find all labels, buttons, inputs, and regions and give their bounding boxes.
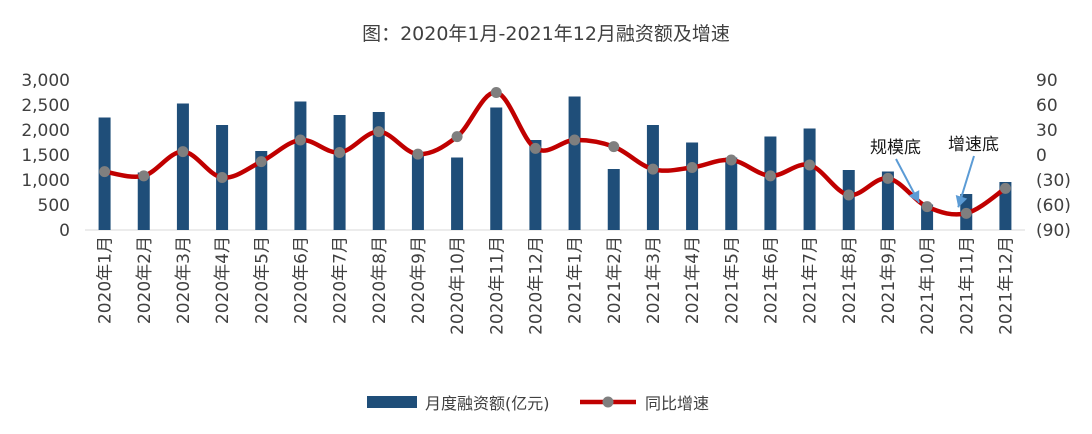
x-axis: 2020年1月 2020年2月 2020年3月 2020年4月 2020年5月 2020年… bbox=[96, 236, 1017, 335]
bar-series bbox=[98, 96, 1012, 230]
x-tick-label: 2021年6月 bbox=[761, 236, 781, 324]
bar bbox=[764, 136, 777, 230]
x-tick-label: 2020年11月 bbox=[487, 236, 507, 335]
legend: 月度融资额(亿元) 同比增速 bbox=[367, 394, 709, 413]
x-tick-label: 2021年11月 bbox=[957, 236, 977, 335]
x-tick-label: 2021年4月 bbox=[683, 236, 703, 324]
line-point bbox=[412, 148, 424, 160]
right-axis: (90) (60) (30) 0 30 60 90 bbox=[1036, 71, 1071, 241]
x-tick-label: 2021年7月 bbox=[801, 236, 821, 324]
line-point bbox=[216, 172, 228, 183]
x-tick-label: 2020年5月 bbox=[252, 236, 272, 324]
x-tick-label: 2020年6月 bbox=[291, 236, 311, 324]
x-tick-label: 2020年1月 bbox=[96, 236, 116, 324]
annotation-label: 规模底 bbox=[870, 138, 921, 158]
x-tick-label: 2020年2月 bbox=[135, 236, 155, 324]
x-tick-label: 2021年8月 bbox=[840, 236, 860, 324]
legend-line-label: 同比增速 bbox=[645, 394, 709, 413]
left-tick-label: 1,500 bbox=[21, 146, 70, 166]
annotation-arrowhead bbox=[908, 190, 920, 203]
line-point bbox=[294, 134, 306, 146]
x-tick-label: 2021年1月 bbox=[566, 236, 586, 324]
chart-title: 图：2020年1月-2021年12月融资额及增速 bbox=[362, 23, 730, 45]
bar bbox=[176, 103, 189, 230]
x-tick-label: 2021年12月 bbox=[996, 236, 1016, 335]
line-point bbox=[138, 170, 150, 182]
line-point bbox=[334, 147, 346, 158]
left-tick-label: 2,500 bbox=[21, 96, 70, 116]
bar bbox=[725, 157, 738, 230]
line-point bbox=[960, 207, 972, 219]
line-point bbox=[686, 162, 698, 173]
line-point bbox=[451, 131, 463, 143]
bar bbox=[881, 171, 894, 230]
line-point bbox=[843, 189, 855, 201]
bar bbox=[999, 182, 1012, 230]
line-point bbox=[804, 159, 816, 171]
x-tick-label: 2020年10月 bbox=[448, 236, 468, 335]
line-point bbox=[529, 142, 541, 154]
annotation-arrowhead bbox=[955, 195, 968, 208]
x-tick-label: 2021年2月 bbox=[605, 236, 625, 324]
line-point bbox=[882, 172, 894, 184]
line-point bbox=[725, 154, 737, 166]
right-tick-label: (30) bbox=[1036, 171, 1071, 191]
left-axis: 0 500 1,000 1,500 2,000 2,500 3,000 bbox=[21, 71, 70, 241]
right-tick-label: (90) bbox=[1036, 221, 1071, 241]
left-tick-label: 1,000 bbox=[21, 171, 70, 191]
line-point bbox=[999, 182, 1011, 194]
left-tick-label: 2,000 bbox=[21, 121, 70, 141]
right-tick-label: 30 bbox=[1036, 121, 1058, 141]
right-tick-label: 60 bbox=[1036, 96, 1058, 116]
bar bbox=[137, 172, 150, 230]
bar bbox=[411, 155, 424, 230]
line-point bbox=[99, 166, 111, 178]
bar bbox=[294, 101, 307, 230]
line-point bbox=[921, 201, 933, 213]
right-tick-label: (60) bbox=[1036, 196, 1071, 216]
legend-line-marker bbox=[602, 396, 614, 408]
line-series bbox=[99, 87, 1011, 219]
x-tick-label: 2020年7月 bbox=[331, 236, 351, 324]
annotations: 规模底 增速底 bbox=[870, 135, 999, 208]
line-point bbox=[255, 156, 267, 168]
annotation-label: 增速底 bbox=[948, 135, 999, 155]
line-point bbox=[647, 163, 659, 175]
x-tick-label: 2020年3月 bbox=[174, 236, 194, 324]
bar bbox=[451, 157, 464, 230]
left-tick-label: 500 bbox=[38, 196, 70, 216]
left-tick-label: 0 bbox=[59, 221, 70, 241]
x-tick-label: 2021年3月 bbox=[644, 236, 664, 324]
x-tick-label: 2020年4月 bbox=[213, 236, 233, 324]
bar bbox=[686, 142, 699, 230]
left-tick-label: 3,000 bbox=[21, 71, 70, 91]
bar bbox=[646, 125, 659, 230]
x-tick-label: 2021年10月 bbox=[918, 236, 938, 335]
x-tick-label: 2020年8月 bbox=[370, 236, 390, 324]
bar bbox=[607, 169, 620, 230]
line-point bbox=[373, 126, 385, 138]
bar bbox=[490, 107, 503, 230]
legend-bar-label: 月度融资额(亿元) bbox=[425, 394, 550, 413]
bar bbox=[568, 96, 581, 230]
bar bbox=[803, 128, 816, 230]
right-tick-label: 90 bbox=[1036, 71, 1058, 91]
x-tick-label: 2021年9月 bbox=[879, 236, 899, 324]
bar bbox=[529, 140, 542, 230]
x-tick-label: 2021年5月 bbox=[722, 236, 742, 324]
legend-bar-swatch bbox=[367, 396, 417, 408]
line-point bbox=[608, 141, 620, 153]
line-point bbox=[490, 87, 502, 98]
right-tick-label: 0 bbox=[1036, 146, 1047, 166]
line-point bbox=[177, 146, 189, 158]
x-tick-label: 2020年12月 bbox=[526, 236, 546, 335]
line-point bbox=[764, 170, 776, 182]
bar bbox=[333, 115, 346, 230]
bar bbox=[372, 112, 385, 230]
bar bbox=[255, 151, 268, 230]
line-point bbox=[569, 134, 581, 146]
x-tick-label: 2020年9月 bbox=[409, 236, 429, 324]
